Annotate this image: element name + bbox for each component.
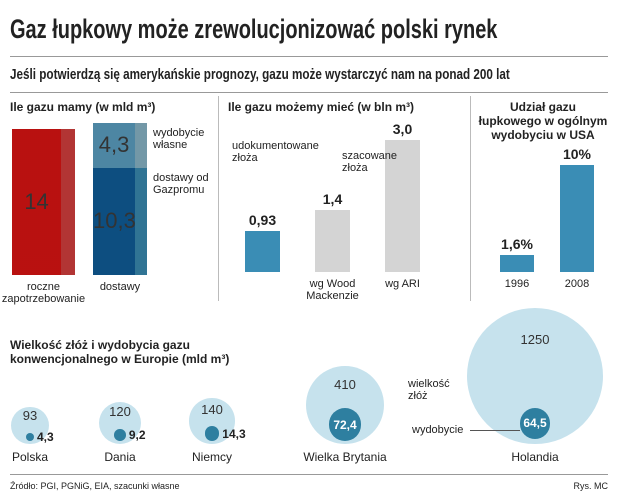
source: Źródło: PGI, PGNiG, EIA, szacunki własne	[10, 481, 180, 491]
rule	[10, 92, 608, 93]
value-label: 1,6%	[501, 235, 533, 252]
bubble-production	[519, 407, 551, 439]
value-label: 4,3	[98, 132, 130, 158]
value-label: 10%	[562, 146, 592, 162]
bubble-production	[26, 433, 34, 441]
category-label: 2008	[564, 278, 590, 290]
bubble-production	[328, 408, 362, 441]
bar	[500, 254, 534, 272]
rule	[10, 474, 608, 475]
legend-label: dostawy od Gazpromu	[153, 171, 209, 196]
annotation: szacowane złoża	[342, 150, 398, 174]
value-label: 3,0	[392, 121, 413, 137]
annotation: udokumentowane złoża	[232, 140, 319, 164]
category-label: roczne zapotrzebowanie	[1, 281, 86, 305]
bar-segment	[93, 123, 147, 168]
bubble-reserve-label: 120	[109, 404, 131, 420]
value-label: 14	[24, 189, 49, 215]
bar-segment	[12, 129, 75, 275]
panel-title: Udział gazu łupkowego w ogólnym wydobyci…	[478, 100, 608, 142]
category-label: 1996	[504, 278, 530, 290]
value-label: 10,3	[93, 208, 136, 234]
bubble-production-label: 14,3	[222, 426, 246, 441]
bar	[245, 231, 280, 272]
title: Gaz łupkowy może zrewolucjonizować polsk…	[10, 14, 498, 44]
category-label: Wielka Brytania	[303, 450, 387, 464]
legend-label: wydobycie	[412, 424, 464, 436]
bubble-production-label: 9,2	[128, 428, 146, 443]
rule	[10, 56, 608, 57]
category-label: wg ARI	[385, 278, 420, 290]
value-label: 0,93	[248, 212, 277, 229]
leader-line	[470, 430, 520, 431]
panel-title: Wielkość złóż i wydobycia gazu konwencjo…	[10, 338, 230, 366]
bubble-production-label: 72,4	[333, 417, 357, 432]
panel-title: Ile gazu mamy (w mld m³)	[10, 100, 156, 114]
bubble-production-label: 64,5	[523, 416, 547, 431]
bar	[560, 165, 594, 272]
category-label: wg Wood Mackenzie	[306, 278, 359, 302]
bubble-production-label: 4,3	[36, 430, 54, 444]
subtitle: Jeśli potwierdzą się amerykańskie progno…	[10, 66, 510, 83]
category-label: dostawy	[99, 281, 141, 293]
legend-label: wydobycie własne	[153, 127, 205, 151]
bubble-reserve-label: 1250	[520, 331, 550, 347]
value-label: 1,4	[322, 191, 343, 208]
category-label: Holandia	[511, 450, 559, 464]
bar	[385, 140, 420, 272]
legend-label: wielkość złóż	[408, 378, 450, 402]
category-label: Polska	[11, 450, 49, 464]
category-label: Niemcy	[191, 450, 232, 464]
credit: Rys. MC	[573, 481, 609, 491]
separator	[218, 96, 219, 301]
bubble-reserve-label: 93	[22, 408, 38, 424]
panel-title: Ile gazu możemy mieć (w bln m³)	[228, 100, 415, 114]
bar	[315, 210, 350, 272]
bubble-reserve-label: 140	[201, 401, 223, 417]
bubble-reserve-label: 410	[334, 376, 356, 392]
category-label: Dania	[104, 450, 136, 464]
bar-segment	[93, 167, 147, 275]
bubble-production	[204, 426, 220, 441]
bubble-production	[114, 429, 126, 441]
separator	[470, 96, 471, 301]
